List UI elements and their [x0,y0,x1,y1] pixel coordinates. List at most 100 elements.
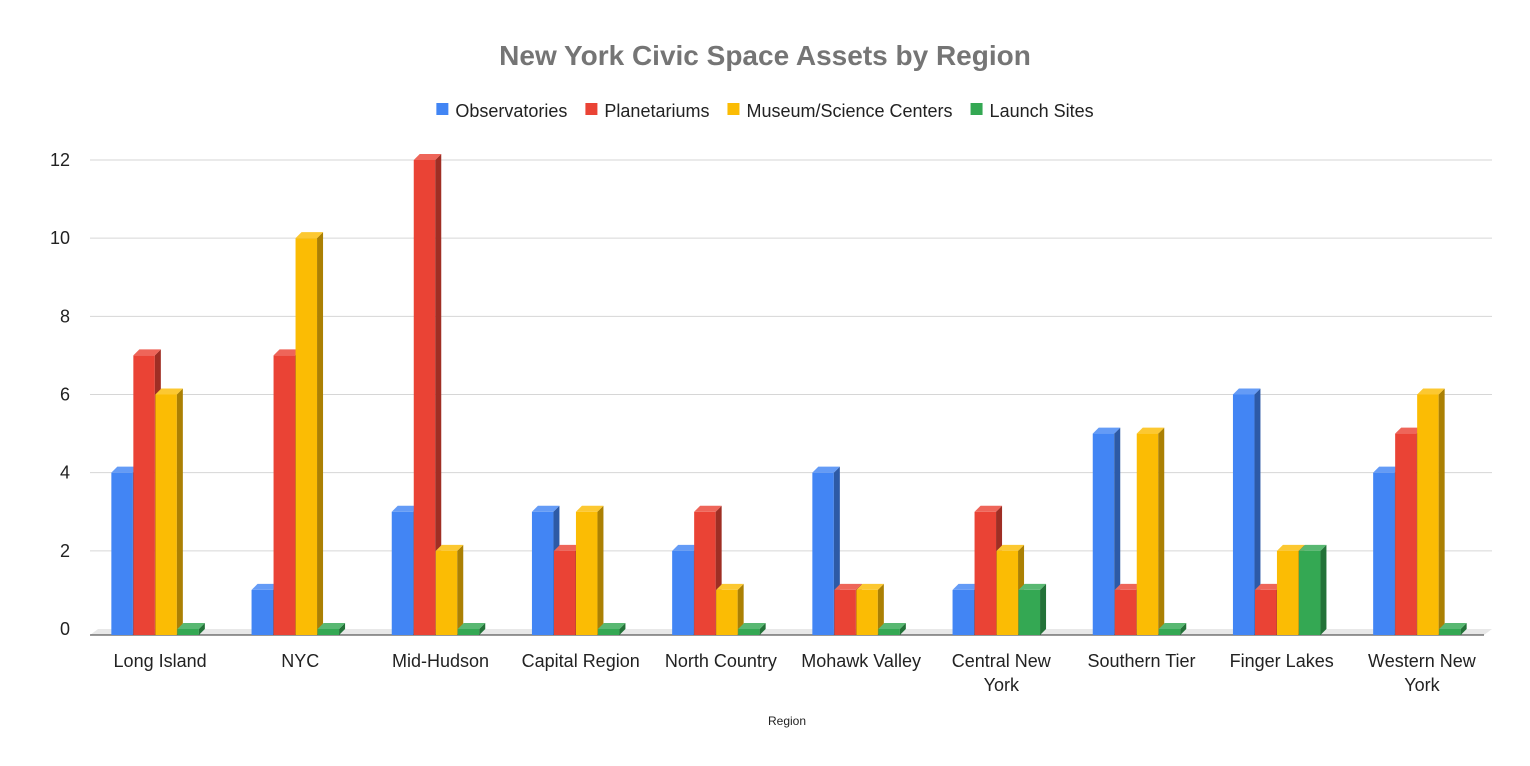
x-tick-label: Mohawk Valley [801,651,921,671]
bar-top [457,623,486,629]
legend-swatch [727,103,740,115]
bar-top [1439,623,1467,629]
bar-front [155,394,177,635]
bar-side [339,623,346,635]
bar-side [1254,388,1261,635]
bar-top [1373,466,1401,473]
bar [435,544,464,635]
bar-front [812,472,834,635]
x-tick-line: NYC [281,651,319,671]
bar-front [553,550,576,635]
bar-front [1373,472,1395,635]
bar-top [952,583,981,590]
bar-side [597,505,604,635]
bar [155,388,183,635]
bar [295,232,324,635]
bar-front [1254,589,1277,635]
bar [1439,623,1467,635]
legend-label: Museum/Science Centers [746,101,952,121]
legend-item: Planetariums [585,101,709,121]
bar-top [1136,427,1165,434]
x-tick-line: Finger Lakes [1230,651,1334,671]
bar-top [1395,427,1423,434]
bar-front [1276,550,1299,635]
bar-front [856,589,878,635]
bar [597,623,626,635]
bar-side [899,623,906,635]
bar-top [878,623,906,629]
bar-front [974,511,997,635]
bar-front [738,629,760,635]
bar [856,583,884,635]
x-tick-line: Mohawk Valley [801,651,921,671]
bar-side [435,154,442,635]
bar-front [1136,433,1159,635]
bar-front [597,629,620,635]
y-tick-label: 4 [60,463,70,483]
bar-top [812,466,840,473]
bar-front [273,355,296,635]
bar-top [738,623,766,629]
legend-swatch [970,103,983,115]
legend-label: Observatories [455,101,567,121]
bar-side [1460,623,1467,635]
bar-front [295,238,318,635]
bar [878,623,906,635]
bar-front [1232,394,1255,635]
x-axis-title: Region [768,714,806,728]
x-tick-line: Long Island [114,651,207,671]
bar [177,623,205,635]
bar-top [974,505,1003,512]
bar-front [133,355,155,635]
bar-side [1040,583,1047,635]
y-tick-label: 6 [60,385,70,405]
x-tick-label: Long Island [114,651,207,671]
bar-front [1158,629,1181,635]
bar [575,505,604,635]
bar [1018,583,1047,635]
bar-front [391,511,414,635]
bar-side [759,623,766,635]
x-tick-label: Finger Lakes [1230,651,1334,671]
bar-front [575,511,598,635]
bar-side [1320,544,1327,635]
bar-top [273,349,302,356]
bar-top [575,505,604,512]
legend-item: Observatories [436,101,567,121]
bar-front [996,550,1019,635]
bar-side [1438,388,1445,635]
bar-top [1276,544,1305,551]
legend-swatch [436,103,449,115]
bar-side [1158,427,1165,635]
bar-top [553,544,582,551]
x-tick-label: Capital Region [522,651,640,671]
bar-front [413,160,436,635]
x-tick-line: York [1404,675,1440,695]
bar-top [1417,388,1445,395]
bar-side [176,388,183,635]
bar-top [177,623,205,629]
bar-top [1232,388,1261,395]
bar-front [177,629,199,635]
bar-top [834,583,862,590]
bar-top [133,349,161,356]
x-tick-line: Capital Region [522,651,640,671]
y-tick-label: 8 [60,306,70,326]
bar-front [1114,589,1137,635]
bar-top [996,544,1025,551]
bar [1232,388,1261,635]
bar-front [435,550,458,635]
bar [317,623,346,635]
bar-front [694,511,716,635]
bar [1092,427,1121,635]
bar [1417,388,1445,635]
legend: Observatories Planetariums Museum/Science … [436,101,1094,121]
x-tick-line: Southern Tier [1087,651,1195,671]
legend-label: Planetariums [604,101,709,121]
bar-front [834,589,856,635]
x-tick-label: North Country [665,651,777,671]
bar-top [317,623,346,629]
bar-front [878,629,900,635]
bar-front [457,629,480,635]
bar-front [1395,433,1417,635]
